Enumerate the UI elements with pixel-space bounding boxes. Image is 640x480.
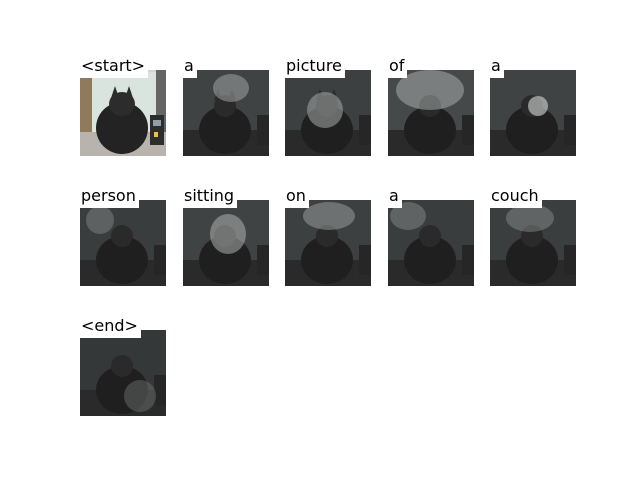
attention-map [388,200,474,286]
token-panel-a-2: a [490,54,576,190]
cat-photo-original [80,70,166,156]
attention-map [285,70,371,156]
token-label: <end> [80,314,141,338]
attention-map [285,200,371,286]
token-panel-a-3: a [388,184,474,320]
attention-map [490,200,576,286]
attention-map [388,70,474,156]
attention-image [490,70,576,156]
token-label: couch [490,184,542,208]
attention-map [490,70,576,156]
token-label: sitting [183,184,238,208]
token-panel-sitting: sitting [183,184,269,320]
attention-map [80,200,166,286]
token-label: a [388,184,402,208]
attention-image [388,70,474,156]
attention-image [183,200,269,286]
attention-map [80,330,166,416]
token-label: on [285,184,309,208]
attention-image [490,200,576,286]
token-panel-a: a [183,54,269,190]
attention-image [183,70,269,156]
attention-map [183,200,269,286]
token-panel-couch: couch [490,184,576,320]
token-label: <start> [80,54,149,78]
token-panel-end: <end> [80,314,166,450]
token-label: of [388,54,408,78]
attention-map [183,70,269,156]
token-panel-on: on [285,184,371,320]
token-panel-person: person [80,184,166,320]
token-label: a [490,54,504,78]
attention-image [285,70,371,156]
token-panel-start: <start> [80,54,166,190]
token-label: person [80,184,139,208]
token-label: a [183,54,197,78]
token-panel-of: of [388,54,474,190]
attention-image [80,200,166,286]
source-image [80,70,166,156]
token-panel-picture: picture [285,54,371,190]
token-label: picture [285,54,345,78]
attention-image [80,330,166,416]
attention-image [285,200,371,286]
attention-image [388,200,474,286]
